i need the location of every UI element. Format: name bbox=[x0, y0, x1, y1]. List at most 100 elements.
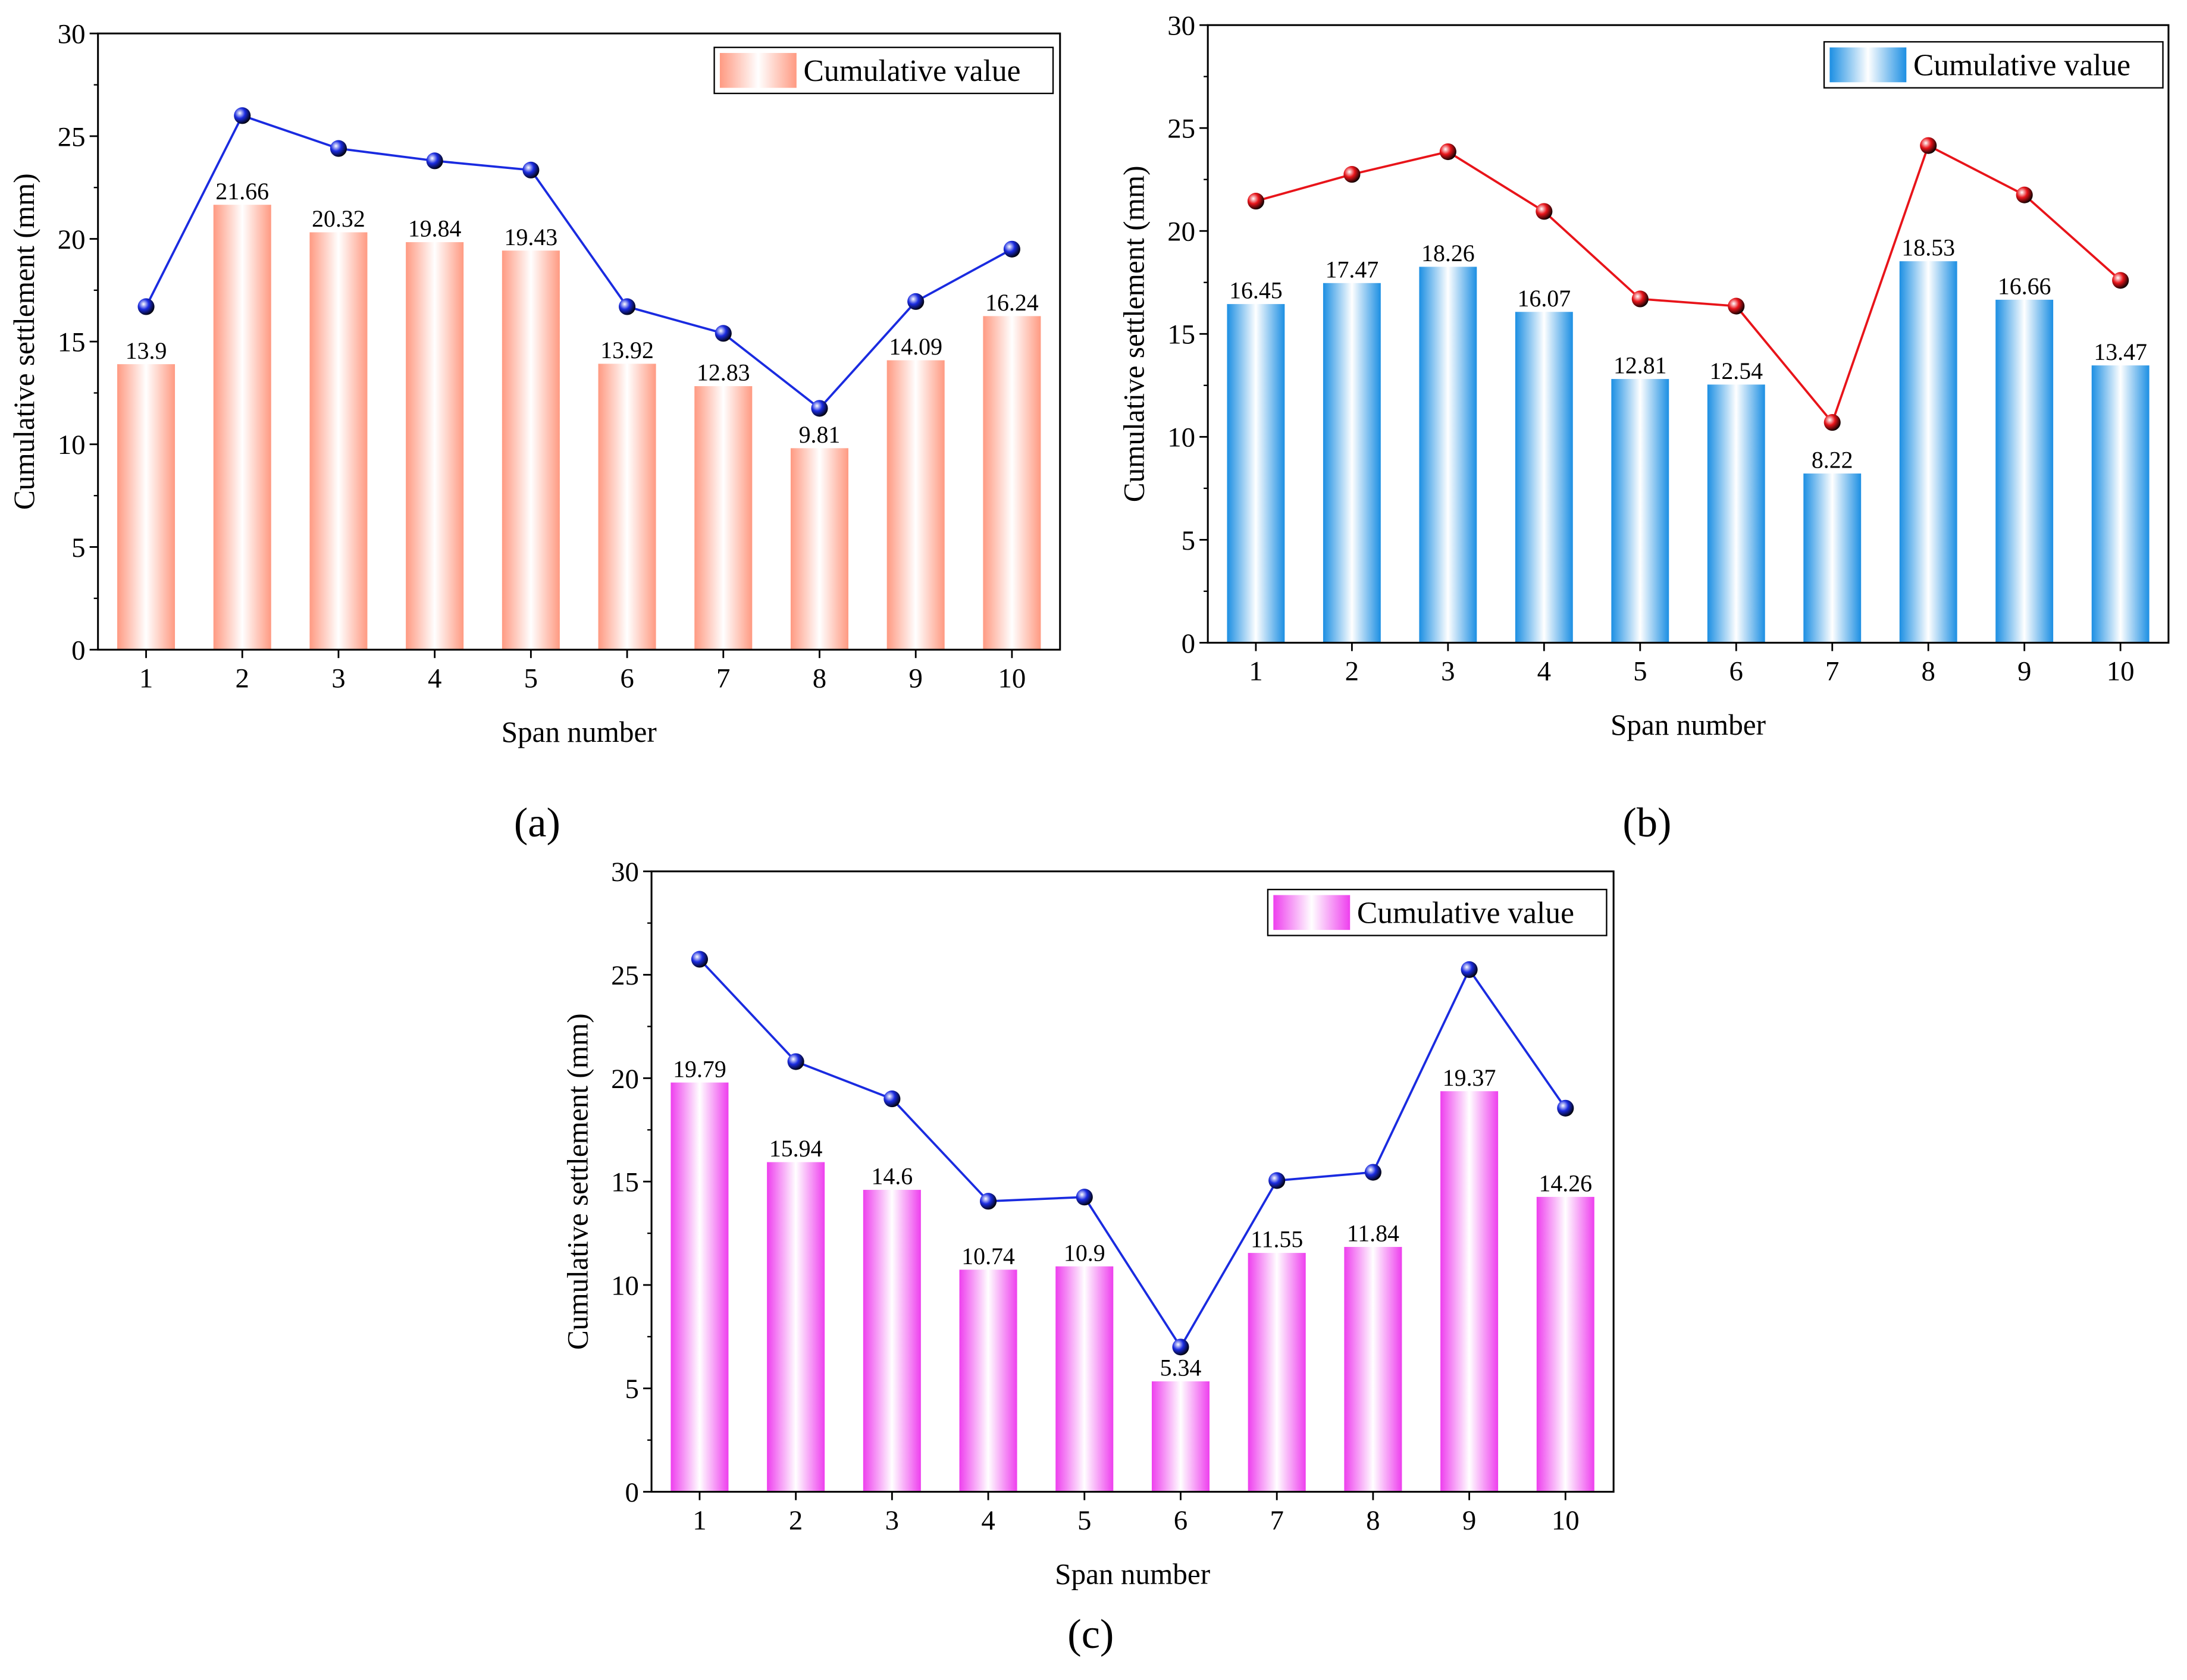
bar-value-label: 19.84 bbox=[408, 215, 462, 242]
y-tick-label: 20 bbox=[611, 1064, 639, 1095]
bar bbox=[1055, 1266, 1114, 1492]
bar bbox=[1227, 304, 1285, 643]
line-point bbox=[1439, 143, 1456, 161]
bar bbox=[2091, 365, 2150, 643]
x-tick-label: 3 bbox=[331, 663, 345, 694]
bar bbox=[1151, 1381, 1210, 1492]
chart-panel-b: 16.45 17.47 18.26 16.07 12.81 12.54 8.22 18.53 1… bbox=[1117, 11, 2170, 741]
bar-value-label: 19.79 bbox=[673, 1055, 726, 1082]
x-tick-label: 8 bbox=[1366, 1505, 1380, 1536]
x-tick-label: 10 bbox=[998, 663, 1026, 694]
line-point bbox=[619, 298, 636, 315]
y-axis-title: Cumulative settlement (mm) bbox=[1117, 165, 1150, 502]
bar bbox=[1995, 299, 2054, 643]
x-tick-label: 6 bbox=[620, 663, 634, 694]
bar bbox=[1899, 261, 1957, 643]
bar-value-label: 18.26 bbox=[1421, 240, 1475, 267]
x-tick-label: 9 bbox=[908, 663, 922, 694]
bar-value-label: 8.22 bbox=[1812, 447, 1853, 474]
bar bbox=[790, 448, 849, 650]
panel-label-a: (a) bbox=[514, 800, 560, 846]
x-tick-label: 9 bbox=[1462, 1505, 1476, 1536]
y-tick-label: 0 bbox=[625, 1477, 639, 1508]
bar-value-label: 14.09 bbox=[889, 333, 942, 360]
x-tick-label: 4 bbox=[981, 1505, 995, 1536]
line-point bbox=[883, 1090, 901, 1108]
bar-value-label: 16.07 bbox=[1518, 285, 1571, 312]
line-point bbox=[1728, 297, 1745, 315]
bar bbox=[1248, 1253, 1306, 1492]
bar-value-label: 14.26 bbox=[1539, 1170, 1592, 1197]
line-point bbox=[1823, 414, 1841, 431]
panel-label-b: (b) bbox=[1622, 800, 1671, 846]
bar bbox=[959, 1270, 1017, 1492]
legend-swatch bbox=[1829, 47, 1907, 83]
x-tick-label: 6 bbox=[1174, 1505, 1188, 1536]
x-tick-label: 8 bbox=[813, 663, 826, 694]
series-line bbox=[1255, 143, 2122, 425]
y-tick-label: 5 bbox=[71, 532, 85, 563]
line-point bbox=[1364, 1164, 1381, 1181]
bar bbox=[983, 316, 1041, 650]
bar bbox=[1611, 379, 1669, 643]
line-point bbox=[1268, 1172, 1286, 1189]
bar bbox=[1536, 1196, 1594, 1492]
x-tick-label: 2 bbox=[1345, 656, 1359, 687]
x-tick-label: 6 bbox=[1729, 656, 1743, 687]
legend-swatch bbox=[1273, 895, 1351, 930]
bar-value-label: 16.24 bbox=[985, 289, 1039, 316]
bar-value-label: 13.9 bbox=[126, 337, 167, 364]
line-point bbox=[811, 400, 828, 417]
y-tick-label: 5 bbox=[625, 1374, 639, 1405]
line-point bbox=[2112, 272, 2129, 289]
y-tick-label: 25 bbox=[1167, 114, 1195, 145]
y-tick-label: 15 bbox=[58, 327, 86, 358]
bar bbox=[1344, 1247, 1402, 1492]
bar bbox=[670, 1082, 729, 1492]
x-tick-label: 10 bbox=[1552, 1505, 1580, 1536]
line-point bbox=[426, 152, 443, 170]
y-tick-label: 30 bbox=[58, 19, 86, 50]
legend-label: Cumulative value bbox=[804, 54, 1021, 88]
line-point bbox=[1536, 203, 1553, 220]
bar bbox=[863, 1190, 921, 1492]
line-point bbox=[787, 1053, 804, 1070]
x-axis-title: Span number bbox=[1611, 709, 1766, 741]
y-tick-label: 10 bbox=[611, 1270, 639, 1301]
line-point bbox=[1003, 240, 1020, 258]
series-line bbox=[145, 114, 1013, 410]
bar-value-label: 16.66 bbox=[1998, 272, 2051, 299]
bar-value-label: 20.32 bbox=[312, 205, 365, 232]
line-point bbox=[1076, 1189, 1093, 1206]
line-point bbox=[1247, 193, 1264, 210]
bar-value-label: 11.55 bbox=[1251, 1226, 1303, 1253]
x-tick-label: 1 bbox=[693, 1505, 706, 1536]
bar-value-label: 13.92 bbox=[600, 337, 654, 363]
x-tick-label: 2 bbox=[236, 663, 249, 694]
y-tick-label: 10 bbox=[1167, 422, 1195, 453]
line-point bbox=[1461, 961, 1478, 978]
line-point bbox=[234, 107, 251, 124]
bar bbox=[694, 386, 753, 650]
bar-value-label: 16.45 bbox=[1229, 277, 1283, 304]
bar bbox=[502, 250, 560, 650]
series-line bbox=[698, 958, 1566, 1349]
bar-value-label: 11.84 bbox=[1347, 1220, 1399, 1247]
x-tick-label: 1 bbox=[139, 663, 153, 694]
x-tick-label: 5 bbox=[1077, 1505, 1091, 1536]
x-tick-label: 3 bbox=[885, 1505, 899, 1536]
x-tick-label: 8 bbox=[1921, 656, 1935, 687]
line-point bbox=[137, 298, 155, 315]
bar bbox=[406, 242, 464, 650]
chart-panel-c: 19.79 15.94 14.6 10.74 10.9 5.34 11.55 11.84 19.… bbox=[561, 857, 1615, 1590]
bar bbox=[1803, 473, 1862, 643]
y-tick-label: 0 bbox=[71, 635, 85, 666]
x-tick-label: 3 bbox=[1441, 656, 1455, 687]
bar bbox=[213, 205, 271, 650]
x-tick-label: 5 bbox=[524, 663, 538, 694]
line-point bbox=[1631, 290, 1649, 308]
bar bbox=[1419, 267, 1477, 643]
y-tick-label: 10 bbox=[58, 430, 86, 460]
